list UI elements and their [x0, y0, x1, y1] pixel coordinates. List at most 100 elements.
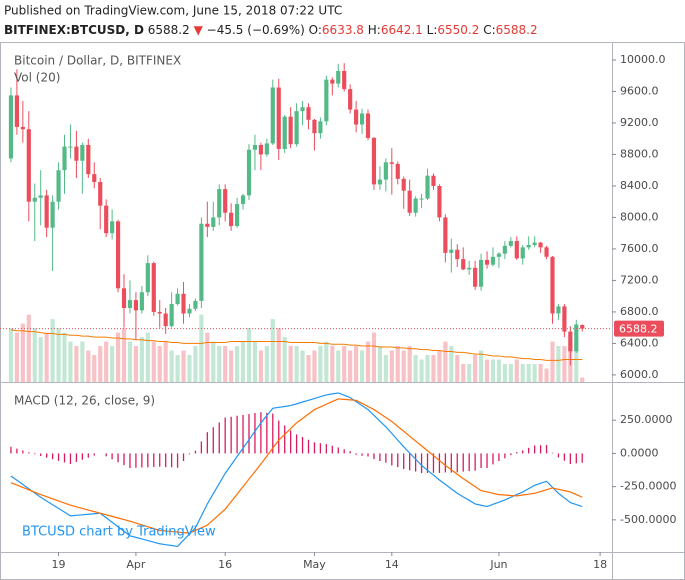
candle-body	[163, 313, 168, 327]
candle-body	[282, 116, 287, 149]
chart-title: Bitcoin / Dollar, D, BITFINEX	[14, 54, 181, 68]
candle-body	[449, 249, 454, 253]
volume-bar	[235, 346, 240, 382]
candle-body	[377, 179, 382, 185]
change: −45.5	[207, 23, 244, 37]
volume-bar	[110, 346, 115, 382]
volume-bar	[258, 350, 263, 382]
volume-bar	[50, 319, 55, 382]
volume-bar	[443, 341, 448, 382]
candle-body	[252, 144, 258, 150]
volume-bar	[282, 337, 287, 382]
volume-bar	[437, 350, 442, 382]
volume-bar	[133, 346, 139, 382]
volume-bar	[240, 341, 246, 382]
candle-body	[562, 306, 567, 332]
volume-bar	[330, 346, 335, 382]
candle-body	[532, 242, 537, 245]
volume-bar	[300, 350, 305, 382]
candle-body	[514, 241, 519, 259]
candle-body	[127, 300, 133, 308]
volume-bar	[473, 355, 478, 382]
volume-bar	[44, 332, 49, 382]
candle-body	[14, 95, 19, 127]
volume-bar	[478, 350, 484, 382]
volume-bar	[74, 346, 79, 382]
candle-body	[50, 201, 55, 228]
high-value: 6642.1	[381, 23, 423, 37]
volume-bar	[193, 346, 198, 382]
y-tick-label: 8000.0	[620, 210, 659, 223]
candle-body	[121, 288, 127, 308]
volume-bar	[26, 314, 31, 382]
x-tick-label: Apr	[126, 558, 146, 571]
macd-legend: MACD (12, 26, close, 9)	[14, 394, 155, 408]
volume-bar	[407, 346, 412, 382]
candle-body	[336, 70, 341, 84]
candle-body	[258, 144, 263, 155]
volume-bar	[270, 319, 275, 382]
last-price-badge	[614, 320, 664, 337]
volume-bar	[502, 364, 507, 382]
volume-bar	[389, 350, 394, 382]
candle-body	[318, 121, 323, 134]
close-label: C:	[483, 23, 495, 37]
volume-ma-line	[10, 329, 583, 361]
volume-bar	[574, 350, 579, 382]
y-tick-label: 6000.0	[620, 368, 659, 381]
candle-body	[342, 70, 347, 90]
last-price-label: 6588.2	[619, 323, 658, 336]
volume-bar	[121, 328, 127, 382]
volume-bar	[359, 350, 365, 382]
y-tick-label: 10000.0	[620, 53, 666, 66]
volume-bar	[520, 364, 525, 382]
x-tick-label: 18	[593, 558, 607, 571]
candle-body	[193, 300, 198, 309]
candle-body	[217, 189, 222, 218]
candle-body	[38, 195, 43, 198]
candle-body	[502, 245, 507, 254]
volume-bar	[401, 350, 406, 382]
candle-body	[205, 223, 210, 227]
candle-body	[44, 195, 49, 228]
candle-body	[443, 217, 448, 253]
candle-body	[56, 170, 61, 202]
candle-body	[294, 111, 299, 145]
y-tick-label: 8400.0	[620, 179, 659, 192]
candle-body	[98, 182, 103, 206]
candle-body	[229, 212, 234, 227]
candle-body	[383, 162, 388, 180]
candle-body	[395, 163, 400, 179]
volume-bar	[324, 341, 329, 382]
volume-bar	[532, 364, 537, 382]
x-tick-label: 16	[218, 558, 232, 571]
candle-body	[496, 253, 502, 257]
volume-bar	[14, 332, 19, 382]
candle-body	[354, 109, 359, 125]
candle-body	[467, 267, 472, 270]
volume-bar	[246, 328, 252, 382]
candle-body	[312, 119, 317, 134]
candle-body	[133, 300, 139, 311]
candle-body	[490, 256, 496, 265]
volume-bar	[580, 377, 585, 382]
candle-body	[139, 292, 144, 311]
candle-body	[211, 217, 216, 227]
candle-body	[520, 247, 525, 259]
candle-body	[62, 146, 67, 171]
candle-body	[26, 129, 31, 202]
volume-bar	[496, 359, 502, 382]
volume-bar	[425, 355, 430, 382]
volume-legend: Vol (20)	[14, 71, 60, 85]
volume-bar	[449, 346, 454, 382]
candle-body	[431, 175, 436, 186]
high-label: H:	[368, 23, 381, 37]
volume-bar	[383, 355, 388, 382]
candle-body	[92, 174, 97, 183]
volume-bar	[98, 346, 103, 382]
close-value: 6588.2	[496, 23, 538, 37]
candle-body	[544, 247, 549, 257]
macd-tick-label: -500.0000	[620, 513, 676, 526]
candle-body	[455, 249, 460, 260]
